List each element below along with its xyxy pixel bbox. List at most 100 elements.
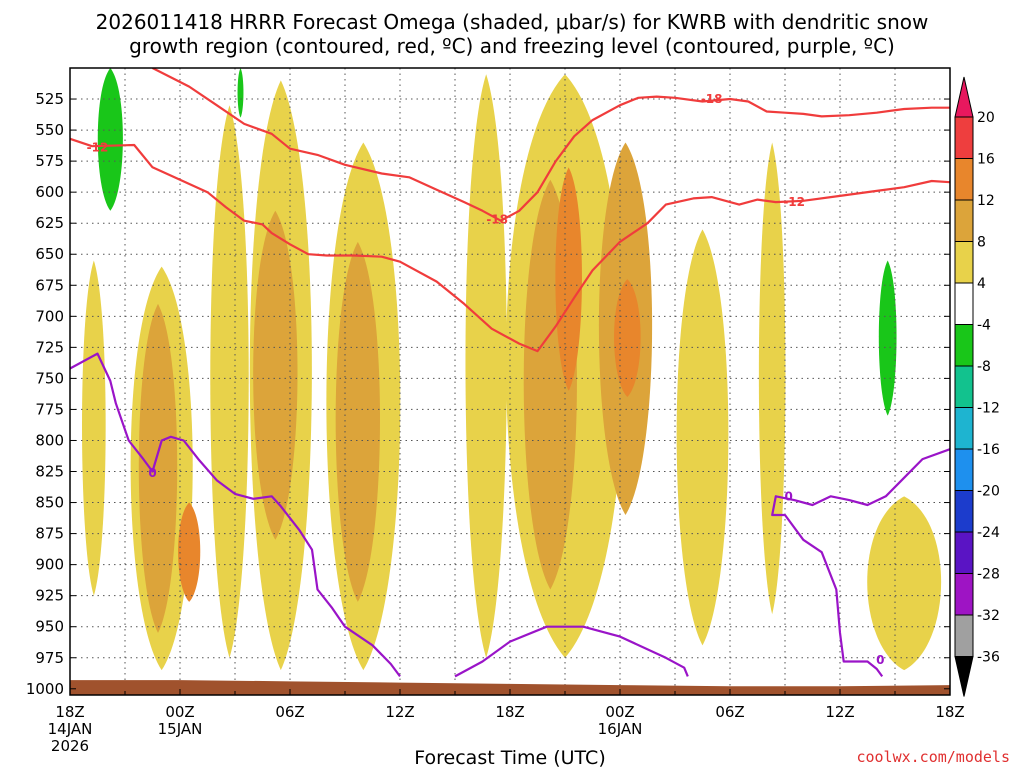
colorbar-label-12: -32: [977, 608, 1000, 624]
contour-freezing-bottom: [454, 625, 689, 678]
omega-plume-strong-2: [614, 279, 641, 398]
y-tick-label-750: 750: [35, 369, 64, 387]
colorbar-label-6: -8: [977, 359, 991, 375]
y-tick-label-850: 850: [35, 494, 64, 512]
contour-label-3: -12: [783, 195, 805, 209]
x-tick-label-1: 00Z: [165, 703, 194, 721]
y-tick-label-925: 925: [35, 587, 64, 605]
y-tick-label-600: 600: [35, 183, 64, 201]
x-tick-label-6: 06Z: [715, 703, 744, 721]
colorbar-label-10: -24: [977, 525, 1000, 541]
y-tick-label-625: 625: [35, 214, 64, 232]
y-tick-label-1000: 1000: [26, 680, 64, 698]
x-tick-label-2: 06Z: [275, 703, 304, 721]
plot-area: -12 -18 -18 -12 0 0 0: [70, 68, 950, 695]
x-tick-date-0: 14JAN: [48, 720, 93, 738]
colorbar-segment-10: [954, 531, 974, 574]
y-tick-label-525: 525: [35, 90, 64, 108]
y-tick-label-675: 675: [35, 276, 64, 294]
colorbar-segment-11: [954, 573, 974, 616]
y-axis-pressure: 525 550 575 600 625 650 675 700 725 750 775 800 825 8…: [26, 90, 950, 698]
omega-plume-weak-7: [676, 229, 729, 646]
colorbar-label-8: -16: [977, 442, 1000, 458]
y-tick-label-650: 650: [35, 245, 64, 263]
colorbar-segment-3: [954, 241, 974, 284]
y-tick-label-900: 900: [35, 556, 64, 574]
omega-plume-moderate-0: [138, 303, 178, 633]
colorbar-label-0: 20: [977, 110, 995, 126]
omega-shading-sinking: [97, 68, 897, 416]
x-axis-label: Forecast Time (UTC): [414, 747, 605, 768]
colorbar-segment-4: [954, 282, 974, 325]
colorbar-top-arrow: [954, 76, 974, 118]
y-tick-label-575: 575: [35, 152, 64, 170]
y-tick-label-825: 825: [35, 463, 64, 481]
colorbar-segment-6: [954, 365, 974, 408]
omega-plume-sinking-2: [878, 260, 897, 416]
x-tick-date-5: 16JAN: [598, 720, 643, 738]
omega-plume-weak-2: [210, 105, 249, 658]
contour-labels: -12 -18 -18 -12 0 0 0: [87, 92, 885, 667]
contour-label-0: -12: [87, 140, 109, 154]
omega-plume-sinking-0: [97, 68, 123, 211]
omega-plume-strong-1: [555, 167, 582, 391]
omega-plume-sinking-1: [237, 68, 244, 118]
colorbar-label-7: -12: [977, 401, 1000, 417]
omega-shading-strong: [178, 167, 641, 602]
colorbar-label-11: -28: [977, 567, 1000, 583]
colorbar-segment-2: [954, 199, 974, 242]
colorbar-segment-12: [954, 614, 974, 657]
chart-title-line2: growth region (contoured, red, ºC) and f…: [129, 34, 895, 58]
y-tick-label-950: 950: [35, 618, 64, 636]
colorbar-label-4: 4: [977, 276, 986, 292]
contour-label-2: -18: [486, 212, 508, 226]
colorbar-segment-8: [954, 448, 974, 491]
omega-plume-moderate-1: [253, 210, 298, 540]
x-tick-label-5: 00Z: [605, 703, 634, 721]
contour-label-5: 0: [784, 489, 792, 503]
x-tick-label-3: 12Z: [385, 703, 414, 721]
omega-plume-strong-0: [178, 502, 201, 602]
x-tick-label-4: 18Z: [495, 703, 524, 721]
contour-freezing-left: [70, 352, 401, 678]
contour-label-6: 0: [876, 653, 884, 667]
y-tick-label-725: 725: [35, 338, 64, 356]
colorbar-segment-7: [954, 407, 974, 450]
colorbar-label-3: 8: [977, 235, 986, 251]
chart-title-line1: 2026011418 HRRR Forecast Omega (shaded, …: [96, 10, 929, 34]
colorbar-label-9: -20: [977, 484, 1000, 500]
y-tick-label-975: 975: [35, 649, 64, 667]
y-tick-label-700: 700: [35, 307, 64, 325]
contour-label-4: 0: [148, 466, 156, 480]
colorbar-bottom-arrow: [954, 656, 974, 697]
x-tick-label-7: 12Z: [825, 703, 854, 721]
credit-text: coolwx.com/models: [856, 748, 1010, 766]
colorbar-label-13: -36: [977, 650, 1000, 666]
contour-label-1: -18: [701, 92, 723, 106]
y-tick-label-800: 800: [35, 431, 64, 449]
colorbar-segment-5: [954, 324, 974, 367]
y-tick-label-875: 875: [35, 525, 64, 543]
contour-lines: [70, 68, 950, 678]
omega-plume-weak-5: [465, 74, 507, 658]
colorbar-label-2: 12: [977, 193, 995, 209]
x-tick-label-8: 18Z: [935, 703, 964, 721]
colorbar-segment-9: [954, 490, 974, 533]
x-tick-year-0: 2026: [51, 737, 89, 755]
contour-freezing-right: [771, 448, 950, 678]
colorbar-label-1: 16: [977, 152, 995, 168]
colorbar-segment-0: [954, 116, 974, 159]
y-tick-label-775: 775: [35, 400, 64, 418]
omega-plume-weak-0: [82, 260, 106, 596]
contour-minus12: [70, 137, 950, 353]
omega-plume-moderate-2: [335, 241, 381, 602]
colorbar: 20 16 12 8 4 -4 -8 -12 -16 -20 -24 -28 -32 -36: [954, 76, 1000, 697]
y-tick-label-550: 550: [35, 121, 64, 139]
colorbar-segment-1: [954, 158, 974, 201]
x-tick-date-1: 15JAN: [158, 720, 203, 738]
x-tick-label-0: 18Z: [55, 703, 84, 721]
contour-minus18: [152, 68, 950, 222]
colorbar-label-5: -4: [977, 318, 991, 334]
